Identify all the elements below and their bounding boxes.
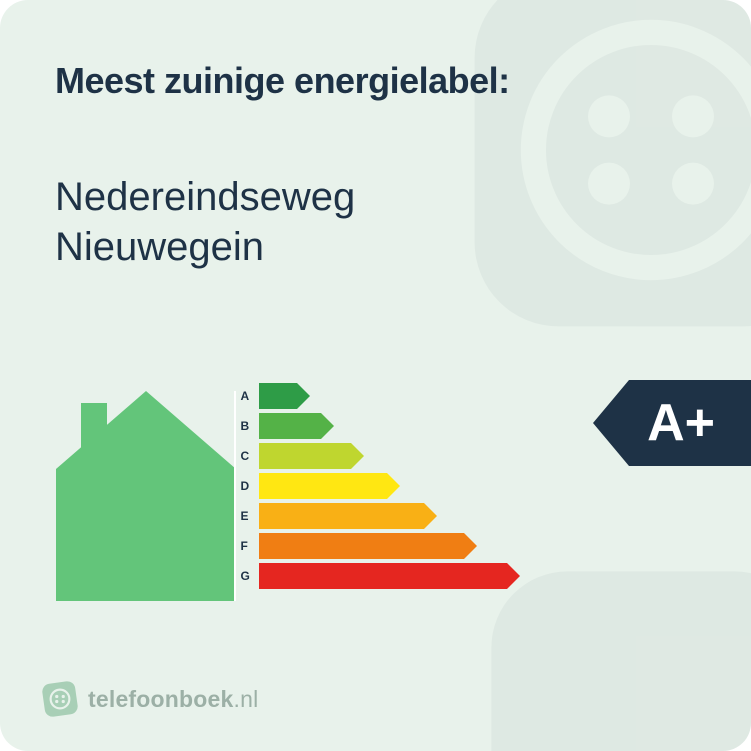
bar-label: A <box>241 389 259 403</box>
footer-brand-tld: .nl <box>234 686 259 712</box>
footer-brand: telefoonboek.nl <box>88 686 258 713</box>
bar-label: B <box>241 419 259 433</box>
energy-bar-f: F <box>241 531 520 561</box>
energy-bars: A B C D E F G <box>241 381 520 591</box>
footer-logo-icon <box>42 681 78 717</box>
footer-brand-name: telefoonboek <box>88 686 234 712</box>
energy-bar-d: D <box>241 471 520 501</box>
energy-chart: A B C D E F G <box>166 381 586 621</box>
bar-shape <box>259 383 310 409</box>
bar-shape <box>259 563 520 589</box>
bar-shape <box>259 473 400 499</box>
energy-bar-e: E <box>241 501 520 531</box>
badge-arrow <box>593 380 629 466</box>
badge-value: A+ <box>647 393 715 453</box>
energy-bar-c: C <box>241 441 520 471</box>
bar-shape <box>259 503 437 529</box>
bar-label: C <box>241 449 259 463</box>
energy-label-card: Meest zuinige energielabel: Nedereindsew… <box>0 0 751 751</box>
footer: telefoonboek.nl <box>42 681 258 717</box>
bar-label: F <box>241 539 259 553</box>
badge-body: A+ <box>629 380 751 466</box>
energy-bar-b: B <box>241 411 520 441</box>
bar-label: G <box>241 569 259 583</box>
bar-shape <box>259 413 334 439</box>
bar-label: E <box>241 509 259 523</box>
rating-badge: A+ <box>593 380 751 466</box>
energy-bar-g: G <box>241 561 520 591</box>
bar-shape <box>259 533 477 559</box>
house-icon <box>56 391 236 611</box>
energy-bar-a: A <box>241 381 520 411</box>
bar-label: D <box>241 479 259 493</box>
watermark-icon <box>441 0 751 360</box>
bar-shape <box>259 443 364 469</box>
